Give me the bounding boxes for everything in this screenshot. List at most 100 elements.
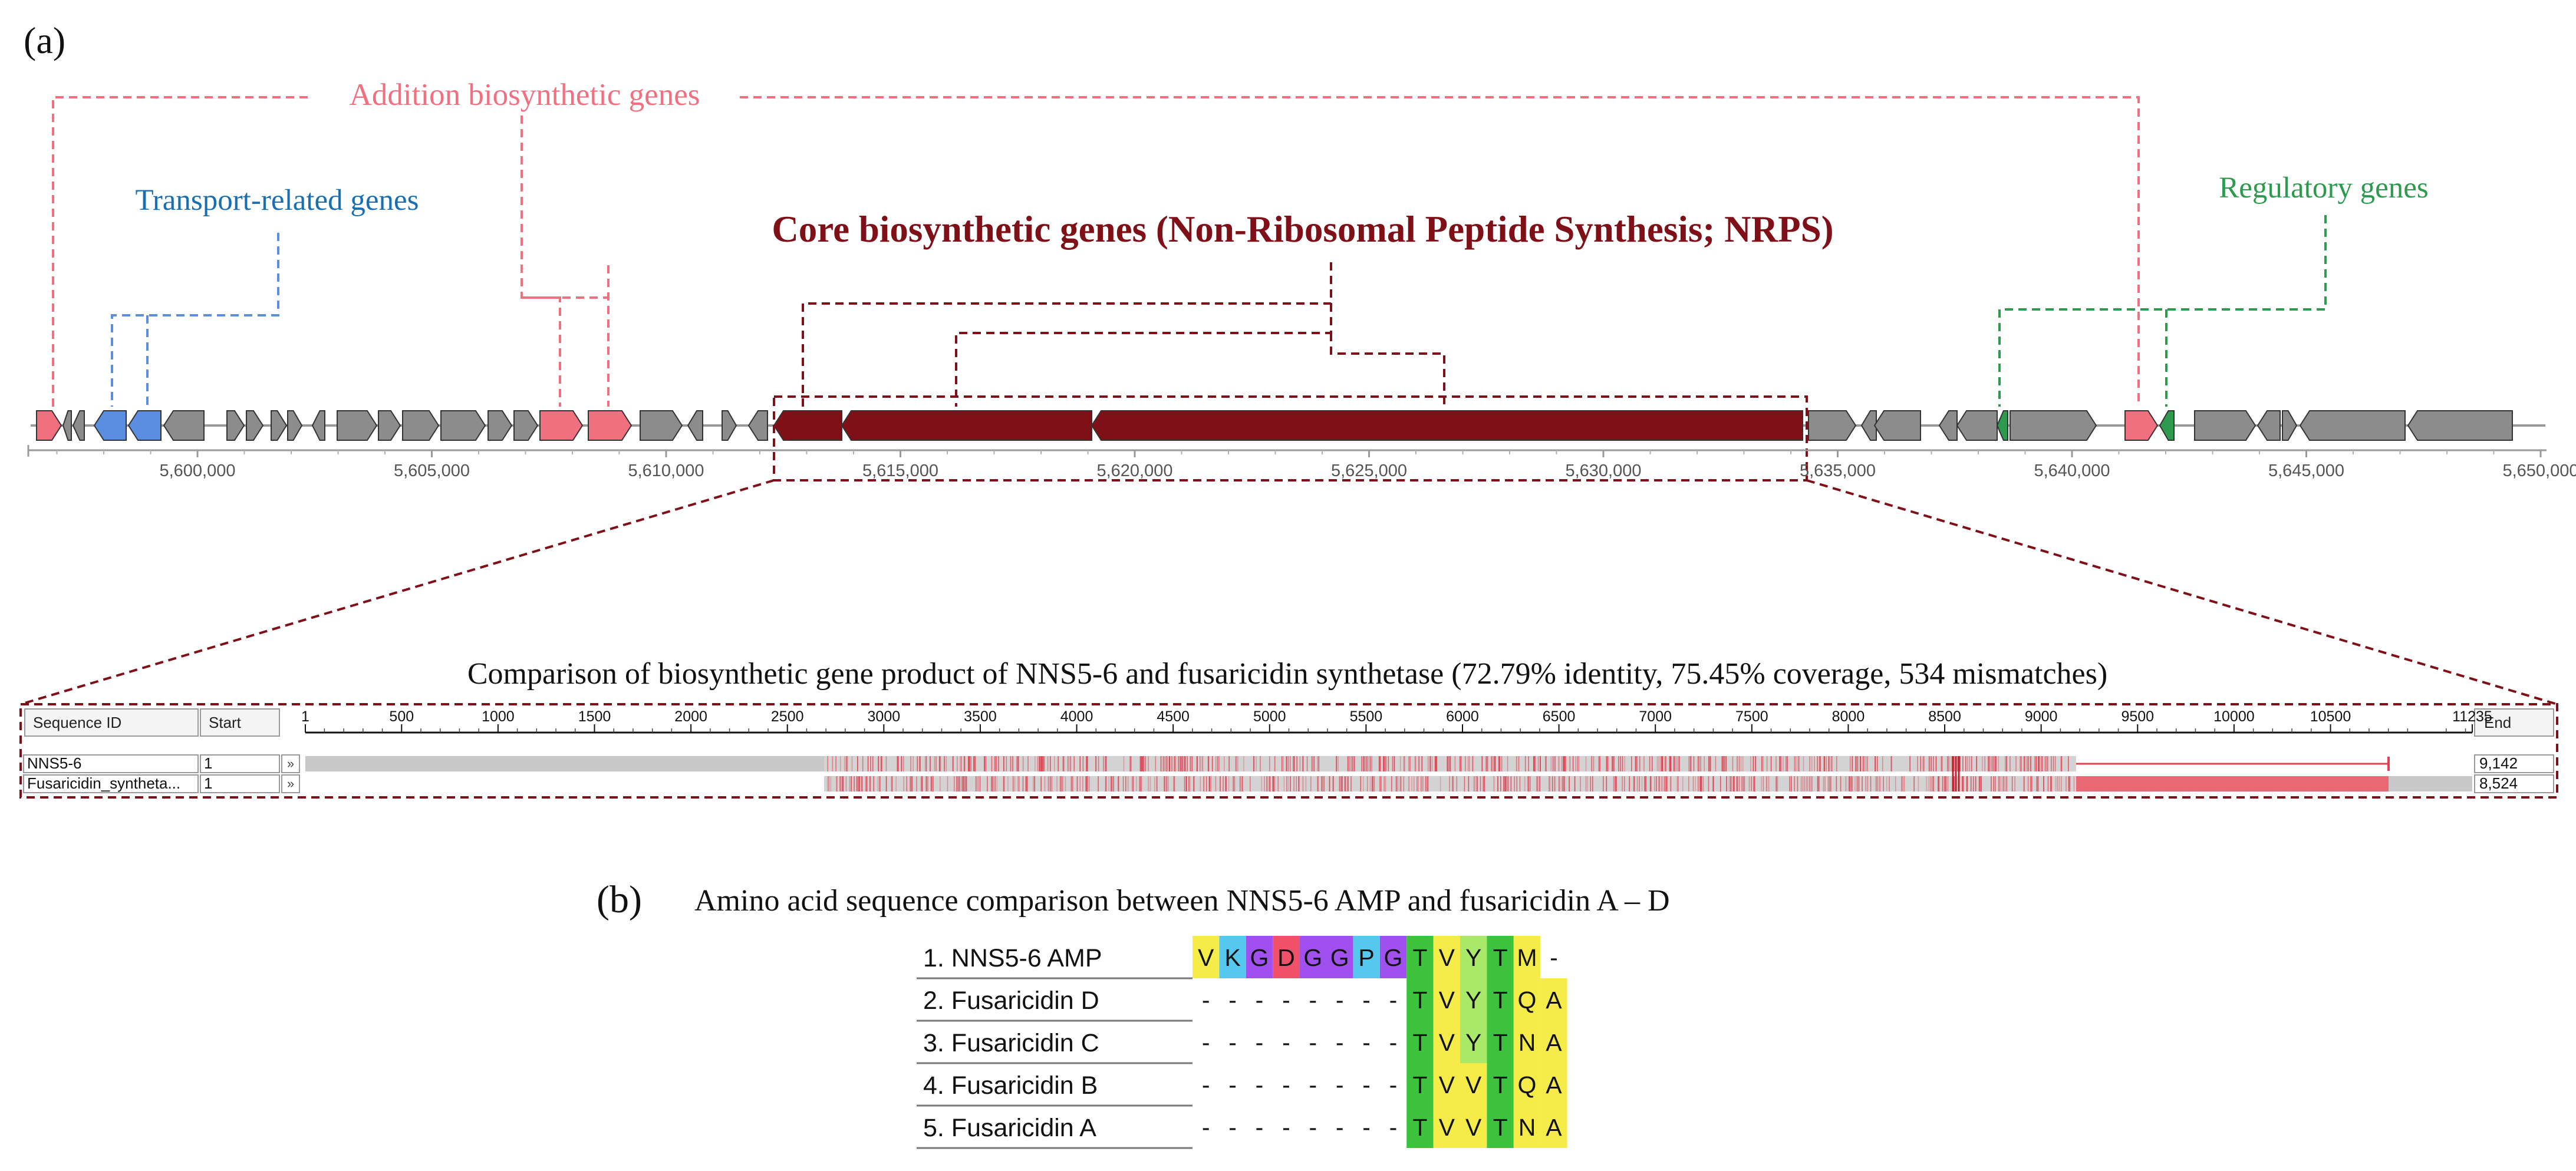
aa-residue-cell bbox=[1540, 1021, 1567, 1063]
aa-residue-cell bbox=[1460, 1106, 1487, 1148]
aa-residue: - bbox=[1362, 987, 1371, 1014]
row2-start-cell bbox=[200, 774, 280, 793]
gene-arrow-core[interactable] bbox=[1091, 410, 1803, 441]
gene-arrow-core[interactable] bbox=[841, 410, 1092, 441]
aa-residue: - bbox=[1256, 1029, 1264, 1056]
aa-residue: T bbox=[1493, 944, 1508, 971]
ruler-tick-label: 1000 bbox=[482, 708, 515, 725]
aa-residue: K bbox=[1224, 944, 1240, 971]
gene-arrow-other[interactable] bbox=[2282, 410, 2298, 441]
gene-arrow-other[interactable] bbox=[402, 410, 440, 441]
aa-residue: T bbox=[1412, 1029, 1427, 1056]
aa-residue: Q bbox=[1518, 1071, 1537, 1099]
aa-residue-cell bbox=[1273, 936, 1300, 978]
gene-arrow-other[interactable] bbox=[271, 410, 288, 441]
gene-arrow-addition[interactable] bbox=[2124, 410, 2159, 441]
aa-residue-cell bbox=[1406, 936, 1434, 978]
gene-arrow-other[interactable] bbox=[1808, 410, 1857, 441]
aa-residue-cell bbox=[1513, 978, 1541, 1021]
aa-residue: - bbox=[1256, 987, 1264, 1014]
gene-arrow-regulatory[interactable] bbox=[1996, 410, 2008, 441]
row1-start-cell bbox=[200, 754, 280, 773]
ruler-tick-label: 3500 bbox=[964, 708, 997, 725]
gene-arrow-other[interactable] bbox=[487, 410, 513, 441]
aa-residue: Q bbox=[1518, 987, 1537, 1014]
gene-arrow-other[interactable] bbox=[1956, 410, 1998, 441]
gene-arrow-other[interactable] bbox=[747, 410, 768, 441]
start-header[interactable] bbox=[200, 708, 280, 737]
gene-arrow-addition[interactable] bbox=[36, 410, 62, 441]
gene-arrow-other[interactable] bbox=[2257, 410, 2281, 441]
aa-residue: T bbox=[1412, 944, 1427, 971]
gene-arrow-other[interactable] bbox=[1860, 410, 1877, 441]
aa-residue: - bbox=[1309, 1029, 1317, 1056]
aa-residue: - bbox=[1336, 1071, 1344, 1099]
aa-residue: T bbox=[1493, 1029, 1508, 1056]
aa-residue-cell bbox=[1460, 978, 1487, 1021]
gene-arrow-other[interactable] bbox=[722, 410, 737, 441]
aa-residue: - bbox=[1362, 1071, 1371, 1099]
aa-residue: - bbox=[1336, 987, 1344, 1014]
row1-id-cell[interactable] bbox=[23, 754, 199, 773]
gene-arrow-other[interactable] bbox=[246, 410, 264, 441]
gene-arrow-other[interactable] bbox=[440, 410, 486, 441]
gene-arrow-other[interactable] bbox=[2194, 410, 2257, 441]
aa-residue-cell bbox=[1406, 978, 1434, 1021]
gene-arrow-other[interactable] bbox=[62, 410, 72, 441]
ruler-tick-label: 8500 bbox=[1928, 708, 1961, 725]
aa-residue-cell bbox=[1513, 1106, 1541, 1148]
aa-residue: - bbox=[1389, 987, 1398, 1014]
end-header-label: End bbox=[2484, 714, 2511, 731]
aa-residue-cell bbox=[1406, 1021, 1434, 1063]
gene-arrow-addition[interactable] bbox=[539, 410, 584, 441]
gene-arrow-other[interactable] bbox=[72, 410, 85, 441]
genome-tick-label: 5,610,000 bbox=[628, 461, 704, 480]
gene-arrow-other[interactable] bbox=[163, 410, 205, 441]
row2-end-cell bbox=[2474, 774, 2554, 793]
gene-arrow-core[interactable] bbox=[773, 410, 842, 441]
gene-arrow-other[interactable] bbox=[640, 410, 683, 441]
aa-residue: V bbox=[1465, 1114, 1482, 1141]
end-header[interactable] bbox=[2474, 708, 2554, 737]
genome-tick-label: 5,650,000 bbox=[2502, 461, 2576, 480]
row2-end: 8,524 bbox=[2479, 774, 2518, 792]
mismatch-marks bbox=[827, 756, 2075, 791]
gene-arrow-other[interactable] bbox=[287, 410, 303, 441]
ruler-tick-label: 4500 bbox=[1157, 708, 1190, 725]
gene-arrow-other[interactable] bbox=[226, 410, 245, 441]
addition-label: Addition biosynthetic genes bbox=[350, 78, 700, 112]
aa-residue: G bbox=[1384, 944, 1403, 971]
row1-end-cell bbox=[2474, 754, 2554, 773]
comparison-title: Comparison of biosynthetic gene product … bbox=[467, 657, 2107, 691]
aa-residue: Y bbox=[1465, 944, 1481, 971]
gene-arrow-other[interactable] bbox=[1938, 410, 1958, 441]
ruler-tick-label: 7000 bbox=[1639, 708, 1672, 725]
row2-id-cell[interactable] bbox=[23, 774, 199, 793]
gene-arrow-other[interactable] bbox=[2299, 410, 2406, 441]
gene-arrow-other[interactable] bbox=[1873, 410, 1921, 441]
zoom-connectors bbox=[20, 479, 2558, 705]
alignment-track-nns5-6 bbox=[305, 756, 2390, 771]
ruler-tick-label: 3000 bbox=[868, 708, 901, 725]
aa-residue-cell bbox=[1513, 1063, 1541, 1106]
row2-expand-button[interactable] bbox=[281, 774, 300, 793]
gene-arrow-other[interactable] bbox=[2407, 410, 2513, 441]
aa-residue: - bbox=[1256, 1071, 1264, 1099]
gene-arrow-transport[interactable] bbox=[127, 410, 162, 441]
gene-arrow-regulatory[interactable] bbox=[2159, 410, 2175, 441]
seq-id-header[interactable] bbox=[24, 708, 199, 737]
row1-expand-button[interactable] bbox=[281, 754, 300, 773]
genome-axis-ticks: 5,600,000 5,605,000 5,610,000 5,615,000 5,62… bbox=[56, 450, 2576, 480]
gene-arrow-transport[interactable] bbox=[93, 410, 127, 441]
gene-arrow-other[interactable] bbox=[311, 410, 325, 441]
gene-arrow-addition[interactable] bbox=[588, 410, 633, 441]
gene-arrow-other[interactable] bbox=[2010, 410, 2097, 441]
gene-arrow-other[interactable] bbox=[378, 410, 401, 441]
aa-residue-cell bbox=[1406, 1106, 1434, 1148]
gene-arrow-other[interactable] bbox=[513, 410, 539, 441]
core-bracket bbox=[802, 262, 1445, 407]
aa-residue-cell bbox=[1487, 978, 1514, 1021]
aa-residue: - bbox=[1362, 1029, 1371, 1056]
gene-arrow-other[interactable] bbox=[687, 410, 703, 441]
gene-arrow-other[interactable] bbox=[337, 410, 378, 441]
